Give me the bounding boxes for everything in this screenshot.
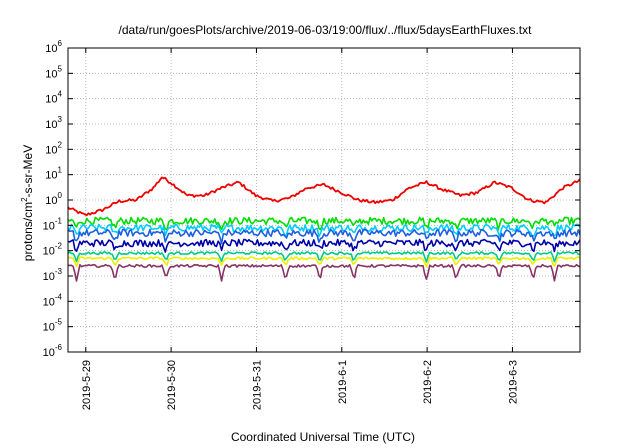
x-tick-label: 2019-6-1 <box>337 360 349 404</box>
y-tick-label: 102 <box>45 140 62 156</box>
x-tick-label: 2019-5-31 <box>251 360 263 410</box>
series-line <box>67 251 581 263</box>
series-line <box>67 176 581 217</box>
y-tick-label: 106 <box>45 39 62 55</box>
y-tick-label: 10-4 <box>43 292 63 308</box>
series-line <box>67 223 581 238</box>
x-axis-title: Coordinated Universal Time (UTC) <box>231 430 415 444</box>
y-tick-label: 100 <box>45 191 62 207</box>
y-tick-label: 103 <box>45 115 62 131</box>
series-line <box>67 238 581 253</box>
y-axis-title-part: -s-sr-MeV <box>21 145 35 198</box>
y-tick-label: 10-1 <box>43 216 63 232</box>
series-line <box>67 216 581 231</box>
y-tick-label: 101 <box>45 166 62 182</box>
y-tick-label: 104 <box>45 90 62 106</box>
x-tick-label: 2019-6-3 <box>507 360 519 404</box>
y-axis-title: protons/cm2-s-sr-MeV <box>20 145 35 261</box>
y-tick-label: 10-5 <box>43 318 63 334</box>
chart-title: /data/run/goesPlots/archive/2019-06-03/1… <box>119 23 533 37</box>
y-axis: 10-6 10-5 10-4 10-3 10-2 10-1 100 101 102 103 104 1… <box>43 39 580 359</box>
grid <box>68 48 580 352</box>
x-tick-label: 2019-5-30 <box>166 360 178 410</box>
series-layer <box>67 176 581 282</box>
x-tick-label: 2019-6-2 <box>422 360 434 404</box>
y-tick-label: 10-3 <box>43 267 63 283</box>
series-line <box>67 256 581 268</box>
series-line <box>67 228 581 245</box>
y-tick-label: 105 <box>45 64 62 80</box>
x-axis: 2019-5-29 2019-5-30 2019-5-31 2019-6-1 2019-… <box>81 48 519 410</box>
y-axis-title-part: protons/cm <box>21 202 35 261</box>
series-line <box>67 263 581 282</box>
x-tick-label: 2019-5-29 <box>81 360 93 410</box>
y-tick-label: 10-6 <box>43 343 63 359</box>
y-axis-title-superscript: 2 <box>20 197 29 202</box>
y-tick-label: 10-2 <box>43 242 63 258</box>
